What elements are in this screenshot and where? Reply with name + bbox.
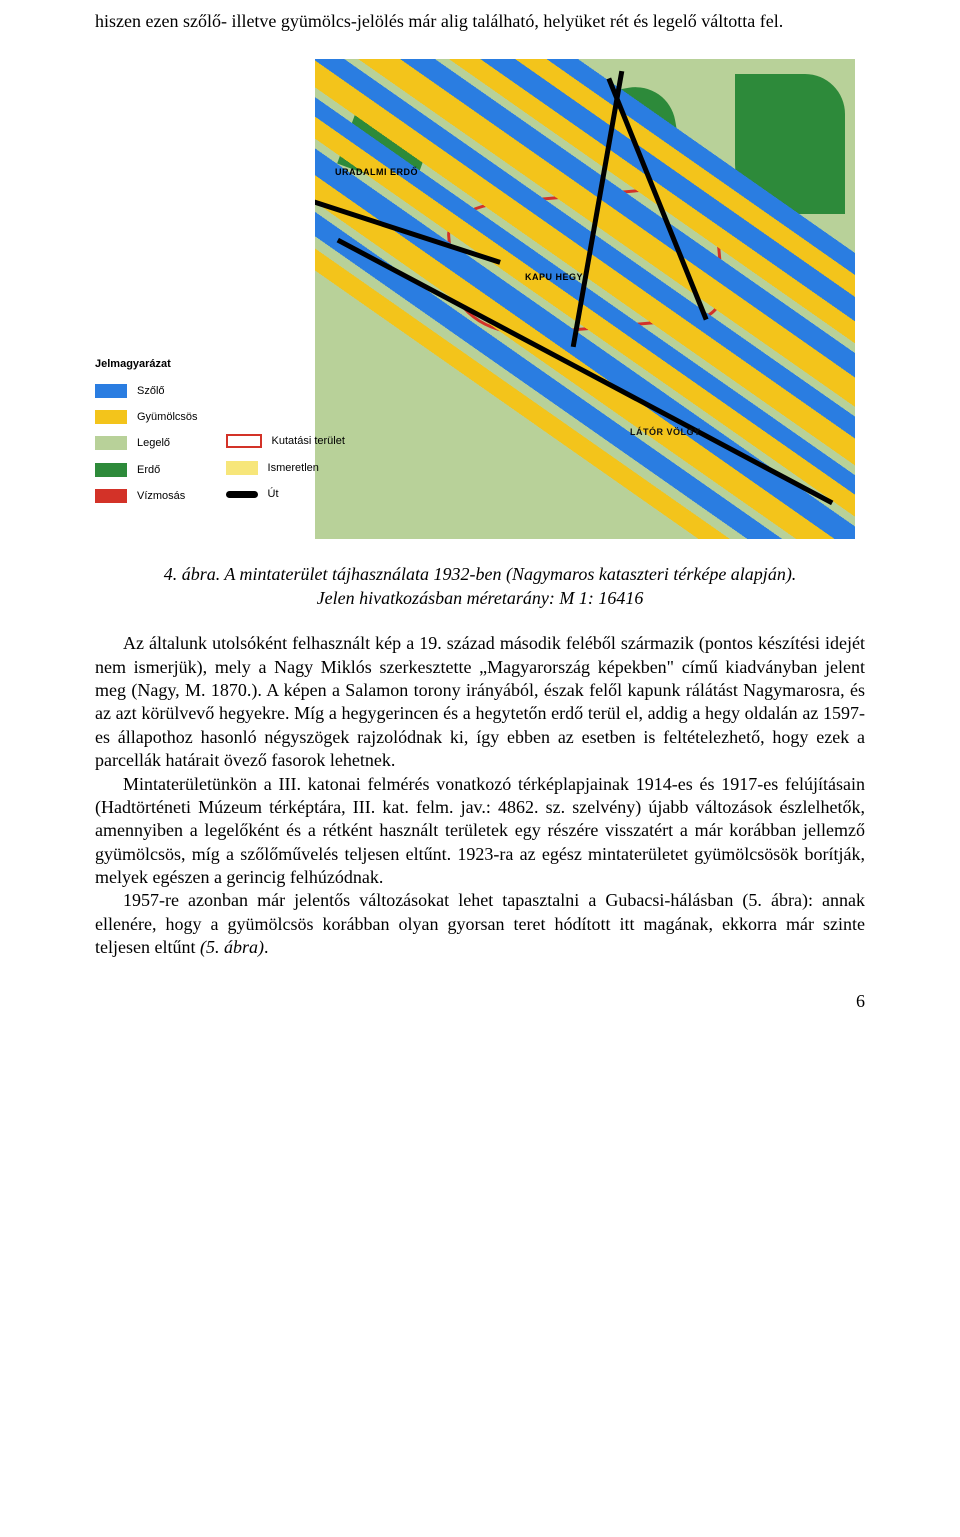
swatch-icon bbox=[95, 463, 127, 477]
legend-title: Jelmagyarázat bbox=[95, 357, 345, 371]
swatch-icon bbox=[226, 434, 262, 448]
legend-item: Legelő bbox=[95, 436, 198, 450]
legend-item: Vízmosás bbox=[95, 489, 198, 503]
land-use-map bbox=[315, 59, 855, 539]
legend-label: Vízmosás bbox=[137, 489, 185, 503]
legend-label: Ismeretlen bbox=[268, 461, 319, 475]
body-text: Az általunk utolsóként felhasznált kép a… bbox=[95, 632, 865, 959]
p3-ref-italic: (5. ábra) bbox=[200, 937, 264, 957]
p3-part-c: . bbox=[264, 937, 269, 957]
map-label-lator: LÁTÓR VÖLGY bbox=[630, 427, 701, 439]
page-number: 6 bbox=[95, 990, 865, 1013]
legend-item: Szőlő bbox=[95, 384, 198, 398]
swatch-icon bbox=[226, 491, 258, 498]
paragraph-1: Az általunk utolsóként felhasznált kép a… bbox=[95, 632, 865, 772]
map-legend: Jelmagyarázat Szőlő Gyümölcsös bbox=[95, 357, 345, 503]
road-line bbox=[571, 71, 625, 348]
figure-caption-line1: 4. ábra. A mintaterület tájhasználata 19… bbox=[95, 563, 865, 586]
swatch-icon bbox=[95, 384, 127, 398]
swatch-icon bbox=[95, 410, 127, 424]
intro-paragraph: hiszen ezen szőlő- illetve gyümölcs-jelö… bbox=[95, 10, 865, 33]
legend-item: Út bbox=[226, 487, 345, 501]
swatch-icon bbox=[95, 489, 127, 503]
figure-caption-line2: Jelen hivatkozásban méretarány: M 1: 164… bbox=[95, 587, 865, 610]
figure-4: URADALMI ERDŐ KAPU HEGY LÁTÓR VÖLGY Jelm… bbox=[95, 47, 865, 610]
forest-patch bbox=[735, 74, 845, 214]
legend-label: Kutatási terület bbox=[272, 434, 345, 448]
legend-item: Kutatási terület bbox=[226, 434, 345, 448]
legend-label: Legelő bbox=[137, 436, 170, 450]
legend-item: Ismeretlen bbox=[226, 461, 345, 475]
legend-label: Szőlő bbox=[137, 384, 165, 398]
swatch-icon bbox=[226, 461, 258, 475]
road-line bbox=[606, 78, 708, 321]
paragraph-2: Mintaterületünkön a III. katonai felméré… bbox=[95, 773, 865, 890]
legend-item: Gyümölcsös bbox=[95, 410, 198, 424]
legend-label: Gyümölcsös bbox=[137, 410, 198, 424]
road-line bbox=[315, 199, 501, 266]
paragraph-3: 1957-re azonban már jelentős változásoka… bbox=[95, 889, 865, 959]
legend-item: Erdő bbox=[95, 463, 198, 477]
map-area: URADALMI ERDŐ KAPU HEGY LÁTÓR VÖLGY Jelm… bbox=[95, 47, 865, 557]
map-label-uradalmi: URADALMI ERDŐ bbox=[335, 167, 418, 179]
map-label-kapuhegy: KAPU HEGY bbox=[525, 272, 583, 284]
legend-label: Út bbox=[268, 487, 279, 501]
legend-label: Erdő bbox=[137, 463, 160, 477]
swatch-icon bbox=[95, 436, 127, 450]
